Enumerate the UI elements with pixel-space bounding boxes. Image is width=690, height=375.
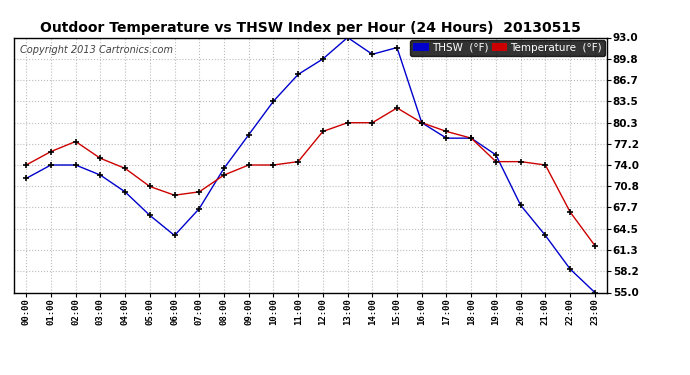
- Text: Copyright 2013 Cartronics.com: Copyright 2013 Cartronics.com: [20, 45, 172, 55]
- Legend: THSW  (°F), Temperature  (°F): THSW (°F), Temperature (°F): [410, 40, 605, 56]
- Title: Outdoor Temperature vs THSW Index per Hour (24 Hours)  20130515: Outdoor Temperature vs THSW Index per Ho…: [40, 21, 581, 35]
